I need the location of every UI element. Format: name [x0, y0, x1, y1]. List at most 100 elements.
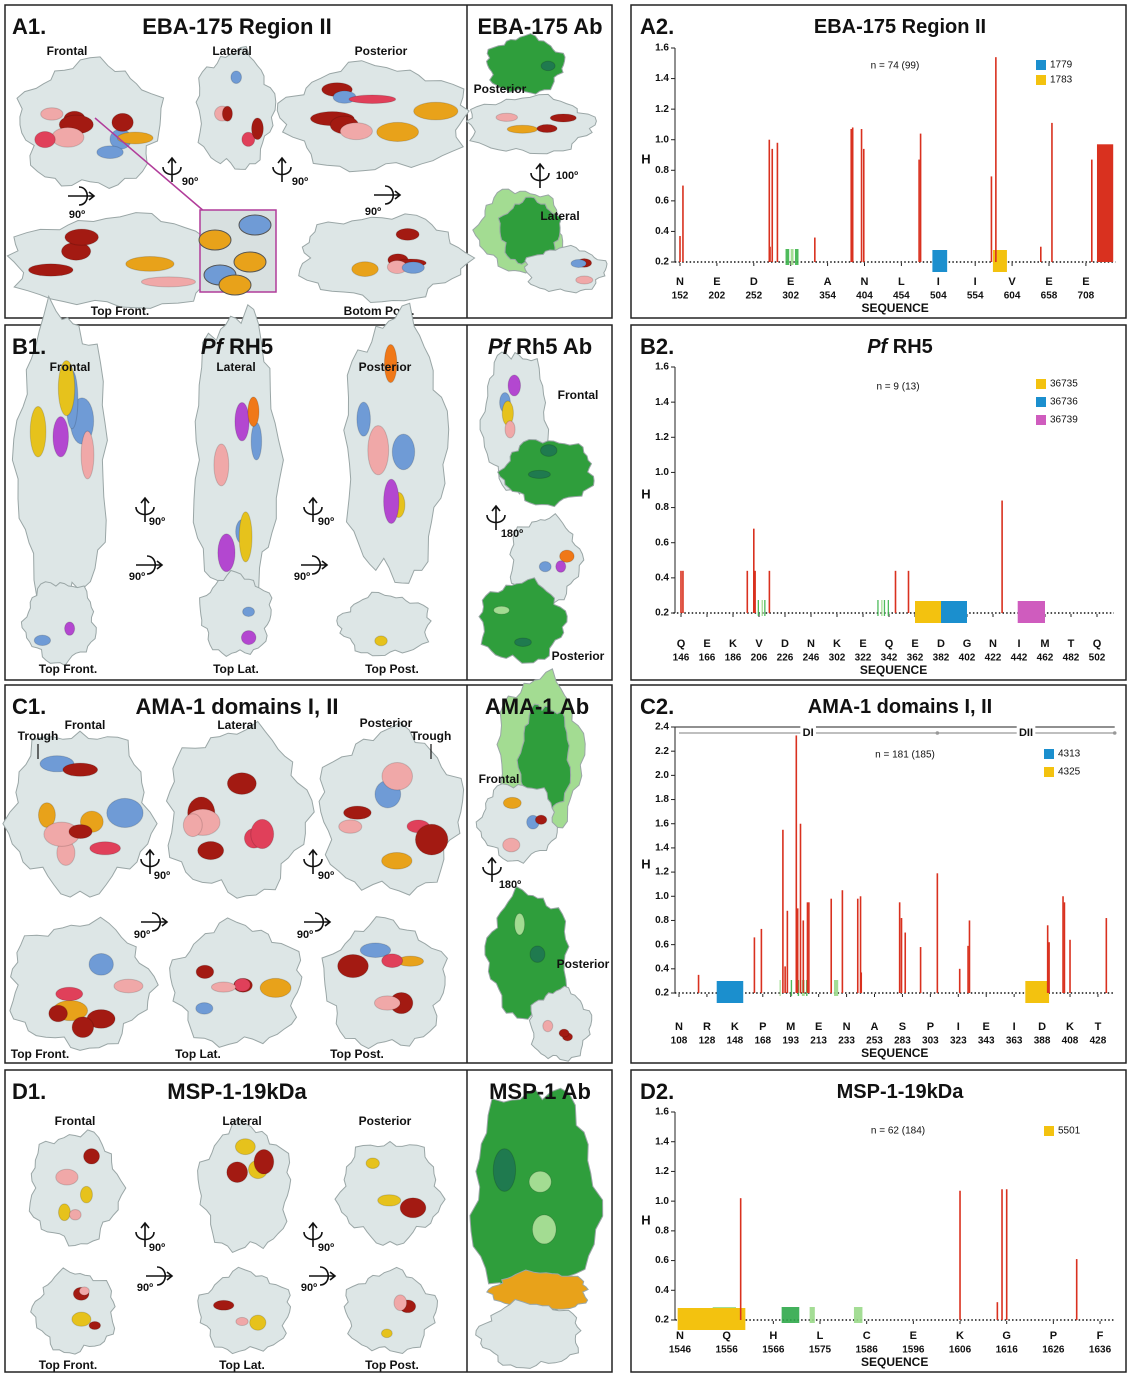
x-tick-label: 402	[959, 653, 976, 664]
bar	[808, 902, 810, 993]
rotation-icon	[374, 186, 400, 204]
legend-swatch	[1044, 767, 1054, 777]
bar	[830, 899, 832, 993]
protein-surface	[299, 214, 475, 303]
contact-region	[782, 1307, 800, 1323]
rotation-icon	[68, 187, 94, 205]
bar	[682, 571, 684, 613]
chart-title: AMA-1 domains I, II	[808, 696, 992, 718]
surface-patch	[234, 252, 266, 272]
x-tick-residue: E	[1082, 276, 1089, 288]
bar-block	[1097, 144, 1113, 262]
epitope-region	[1025, 981, 1049, 1003]
panel-label: B1.	[12, 334, 46, 359]
chart-title-main: RH5	[893, 336, 933, 358]
x-tick-label: 1616	[996, 1345, 1019, 1356]
surface-patch	[248, 397, 259, 426]
protein-surface	[29, 1130, 126, 1246]
view-label: Top Front.	[11, 1047, 69, 1061]
surface-patch	[402, 262, 424, 274]
protein-surface	[322, 917, 447, 1049]
antibody-view-label: Posterior	[552, 649, 605, 663]
x-tick-residue: K	[1066, 1021, 1074, 1033]
x-tick-residue: M	[1040, 638, 1049, 650]
epitope-region	[678, 1308, 746, 1330]
surface-patch	[414, 102, 458, 120]
x-tick-residue: E	[815, 1021, 822, 1033]
x-tick-residue: L	[898, 276, 905, 288]
bar	[747, 571, 749, 613]
bar	[814, 238, 816, 262]
antibody-view-label: Lateral	[540, 209, 579, 223]
surface-patch	[183, 814, 202, 837]
contact-region	[764, 600, 765, 616]
x-axis-label: SEQUENCE	[860, 663, 927, 677]
legend-label: 1779	[1050, 60, 1073, 71]
y-tick-label: 1.0	[655, 891, 669, 902]
protein-surface	[467, 94, 597, 153]
panel-title: AMA-1 domains I, II	[136, 694, 339, 719]
y-tick-label: 0.2	[655, 988, 669, 999]
chart-title-main: MSP-1-19kDa	[837, 1081, 965, 1103]
x-tick-label: 226	[777, 653, 794, 664]
legend-swatch	[1044, 1126, 1054, 1136]
x-tick-label: 502	[1089, 653, 1106, 664]
bar	[842, 890, 844, 993]
panel-title-main: RH5	[229, 334, 273, 359]
panel-label: D1.	[12, 1079, 46, 1104]
x-tick-label: 152	[672, 291, 689, 302]
y-tick-label: 1.2	[655, 867, 669, 878]
y-tick-label: 1.6	[655, 818, 669, 829]
y-tick-label: 0.4	[655, 963, 669, 974]
bar	[1001, 1189, 1003, 1320]
bar	[959, 1191, 961, 1320]
surface-patch	[89, 1322, 100, 1330]
bar	[1076, 1259, 1078, 1320]
contact-region	[786, 249, 790, 265]
chart-title: Pf RH5	[867, 336, 933, 358]
bar	[920, 134, 922, 262]
surface-patch	[59, 1204, 71, 1221]
rotation-label: 90º	[294, 571, 310, 583]
contact-region	[854, 1307, 862, 1323]
x-tick-residue: P	[927, 1021, 934, 1033]
bar	[1051, 123, 1053, 262]
surface-patch	[251, 819, 274, 848]
surface-patch	[528, 470, 550, 478]
x-tick-residue: P	[1050, 1330, 1057, 1342]
x-tick-residue: Q	[722, 1330, 731, 1342]
rotation-label: 90º	[134, 929, 150, 941]
x-tick-label: 428	[1090, 1036, 1107, 1047]
contact-region	[884, 600, 885, 616]
surface-patch	[368, 426, 389, 475]
contact-region	[762, 600, 763, 616]
view-label: Posterior	[355, 44, 408, 58]
view-label: Posterior	[359, 1114, 412, 1128]
y-axis-label: H	[641, 151, 650, 166]
surface-patch	[239, 512, 252, 562]
surface-patch	[196, 965, 213, 978]
x-tick-residue: C	[863, 1330, 871, 1342]
domain-boundary	[1113, 731, 1117, 735]
view-label: Lateral	[222, 1114, 261, 1128]
y-tick-label: 2.0	[655, 770, 669, 781]
bar	[895, 571, 897, 613]
bar	[959, 969, 961, 993]
contact-region	[881, 600, 882, 616]
x-tick-residue: E	[1045, 276, 1052, 288]
x-tick-label: 146	[673, 653, 690, 664]
bar	[852, 127, 854, 262]
y-tick-label: 0.8	[655, 1225, 669, 1236]
x-tick-label: 233	[838, 1036, 855, 1047]
surface-patch	[515, 638, 532, 646]
x-tick-residue: Q	[677, 638, 686, 650]
chart-title: MSP-1-19kDa	[837, 1081, 965, 1103]
rotation-label: 90º	[154, 870, 170, 882]
surface-patch	[56, 1169, 78, 1185]
x-tick-label: 302	[782, 291, 799, 302]
bar	[1091, 160, 1093, 262]
surface-patch	[236, 1317, 248, 1325]
x-tick-label: 1636	[1089, 1345, 1112, 1356]
view-label: Posterior	[360, 716, 413, 730]
surface-patch	[503, 797, 521, 808]
